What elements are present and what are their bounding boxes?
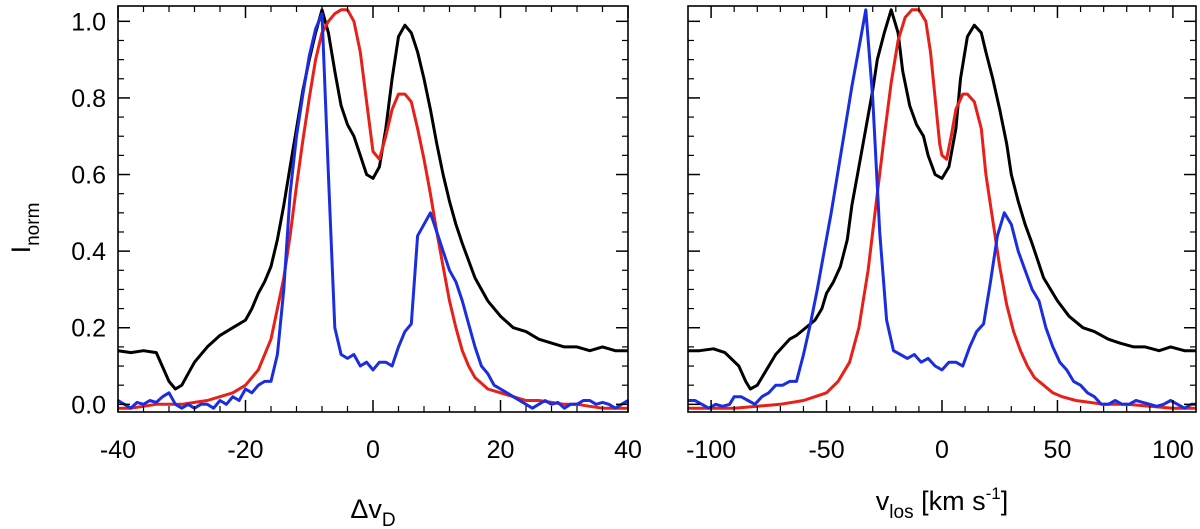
x-axis-label-right: vlos [km s-1] xyxy=(876,484,1008,523)
panel-0-x-tick-label: -20 xyxy=(227,436,263,464)
left-panel-doppler-units: -40 -20 0 20 40 0.0 0.2 0.4 0.6 0.8 1.0 xyxy=(71,5,642,464)
right-panel-los-velocity: -100 -50 0 50 100 xyxy=(686,5,1197,464)
panel-0-frame xyxy=(117,5,629,413)
panel-1-x-tick-label: 50 xyxy=(1044,436,1072,464)
panel-0-x-tick-label: 20 xyxy=(487,436,515,464)
x-axis-label-right-end: ] xyxy=(1001,486,1009,516)
panel-0-y-tick-label: 0.0 xyxy=(71,391,106,419)
x-axis-label-right-sub: los xyxy=(889,502,913,523)
x-axis-label-left-sub: D xyxy=(382,510,396,529)
panel-0-x-tick-label: -40 xyxy=(100,436,136,464)
y-axis-label-sub: norm xyxy=(23,203,44,246)
panel-1-x-tick-label: -50 xyxy=(808,436,844,464)
panel-0-y-tick-label: 0.2 xyxy=(71,315,106,343)
x-axis-label-left-main: Δv xyxy=(350,494,382,524)
y-axis-label: Inorm xyxy=(6,203,44,254)
x-axis-label-right-main: v xyxy=(876,486,890,516)
panel-0-y-tick-label: 0.4 xyxy=(71,238,106,266)
panel-1-series-1-line xyxy=(688,8,1196,410)
panel-1-x-tick-label: 0 xyxy=(935,436,949,464)
panel-0-series-0-line xyxy=(118,8,628,391)
panel-0-y-tick-label: 1.0 xyxy=(71,8,106,36)
panel-0-x-tick-label: 40 xyxy=(614,436,642,464)
panel-1-series-0-line xyxy=(688,8,1196,391)
x-axis-label-right-sup: -1 xyxy=(986,484,1001,503)
panel-0-series-1-line xyxy=(118,8,628,410)
panel-1-frame xyxy=(687,5,1197,413)
panel-0-y-tick-label: 0.8 xyxy=(71,85,106,113)
panel-0-x-tick-label: 0 xyxy=(366,436,380,464)
panel-0-y-tick-label: 0.6 xyxy=(71,162,106,190)
y-axis-label-main: I xyxy=(6,246,36,254)
panel-1-x-tick-label: -100 xyxy=(686,436,736,464)
x-axis-label-right-unit: [km s xyxy=(914,486,986,516)
x-axis-label-left: ΔvD xyxy=(350,494,395,529)
panel-0-series-2-line xyxy=(118,12,628,410)
panel-1-series-2-line xyxy=(688,8,1196,410)
panel-1-x-tick-label: 100 xyxy=(1152,436,1194,464)
